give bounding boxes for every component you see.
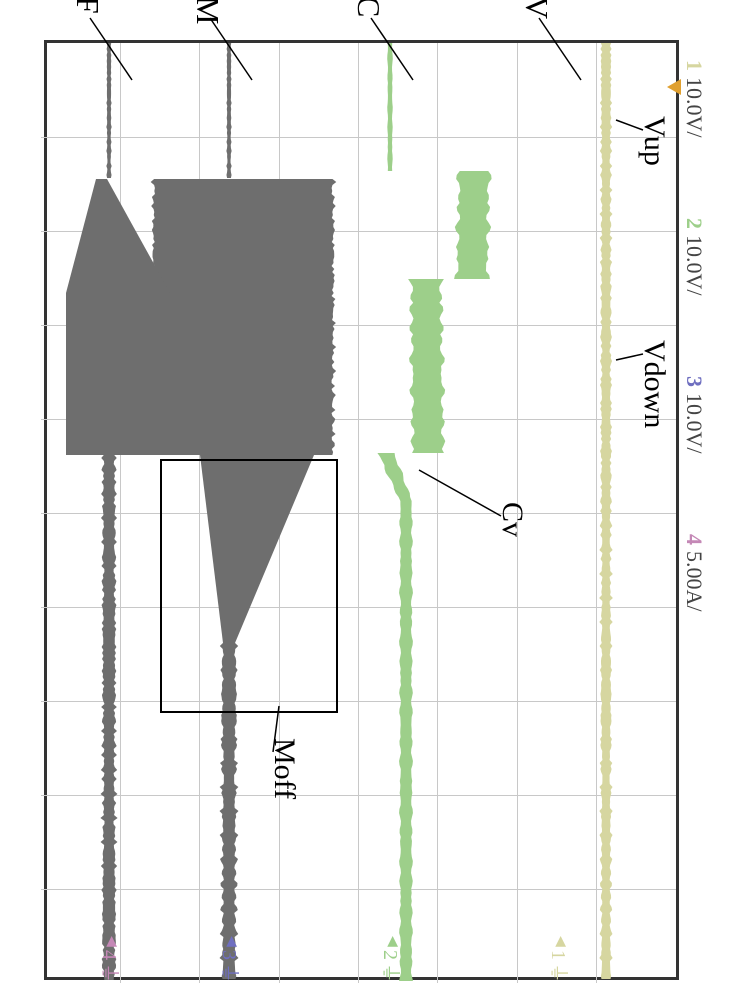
trace-v xyxy=(599,43,613,979)
trace-f-block xyxy=(66,293,170,455)
ground-marker-ch1: 1⏚◀ xyxy=(546,950,575,983)
channel-scale-text: 10.0V/ xyxy=(682,393,707,454)
trace-m-pre xyxy=(226,43,231,178)
callout-cv: Cv xyxy=(495,502,529,537)
trace-letter-f: F xyxy=(69,0,106,14)
waveform-canvas xyxy=(41,43,676,983)
trace-f-tail xyxy=(100,455,117,980)
channel-scale-text: 10.0V/ xyxy=(682,235,707,296)
trace-letter-v: V xyxy=(518,0,555,19)
channel-scale: 2 10.0V/ xyxy=(681,218,707,296)
trace-m-block xyxy=(160,179,326,455)
ground-marker-ch4: 4⏚◀ xyxy=(97,950,126,983)
channel-scale: 3 10.0V/ xyxy=(681,376,707,454)
ground-marker-ch3: 3⏚◀ xyxy=(217,950,246,983)
callout-moff: Moff xyxy=(267,738,301,799)
channel-number: 2 xyxy=(682,218,707,229)
trace-letter-m: M xyxy=(189,0,226,24)
trace-c xyxy=(377,43,491,981)
channel-number: 1 xyxy=(682,60,707,71)
channel-scale-text: 10.0V/ xyxy=(682,77,707,138)
channel-number: 3 xyxy=(682,376,707,387)
callout-vup: Vup xyxy=(637,116,671,166)
moff-highlight-box xyxy=(160,459,338,713)
callout-vdown: Vdown xyxy=(637,340,671,428)
oscilloscope-frame xyxy=(44,40,679,980)
trace-letter-c: C xyxy=(350,0,387,17)
channel-scale: 1 10.0V/ xyxy=(681,60,707,138)
ground-marker-ch2: 2⏚◀ xyxy=(378,950,407,983)
channel-scale-text: 5.00A/ xyxy=(682,551,707,612)
channel-scale: 4 5.00A/ xyxy=(681,534,707,612)
channel-number: 4 xyxy=(682,534,707,545)
trigger-marker-icon xyxy=(667,79,681,95)
rotated-figure: 1 10.0V/2 10.0V/3 10.0V/4 5.00A/ V C M F Vup Vdo… xyxy=(0,0,729,1000)
trace-f-pre xyxy=(106,43,111,178)
